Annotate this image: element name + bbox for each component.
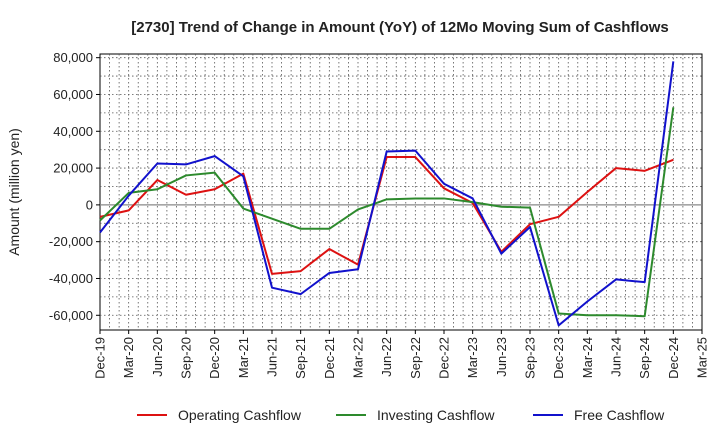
x-tick-label: Sep-21 — [293, 337, 308, 379]
x-tick-label: Sep-23 — [523, 337, 538, 379]
y-tick-label: 80,000 — [53, 50, 93, 65]
x-tick-label: Dec-19 — [93, 337, 108, 379]
free-cashflow-legend-label: Free Cashflow — [574, 407, 665, 423]
x-tick-label: Jun-21 — [265, 337, 280, 377]
x-tick-label: Dec-22 — [437, 337, 452, 379]
x-tick-label: Dec-23 — [551, 337, 566, 379]
grid-layer — [100, 54, 702, 330]
x-tick-label: Mar-23 — [465, 337, 480, 378]
y-tick-label: -60,000 — [49, 308, 93, 323]
y-tick-label: 0 — [86, 197, 93, 212]
x-tick-label: Mar-24 — [580, 337, 595, 378]
x-tick-label: Jun-23 — [494, 337, 509, 377]
investing-cashflow-legend-label: Investing Cashflow — [377, 407, 495, 423]
plot-frame — [99, 53, 703, 331]
x-tick-label: Dec-24 — [666, 337, 681, 379]
y-tick-label: 40,000 — [53, 124, 93, 139]
x-tick-label: Mar-22 — [351, 337, 366, 378]
x-tick-label: Sep-22 — [408, 337, 423, 379]
legend: Operating Cashflow Investing Cashflow Free… — [137, 407, 665, 423]
y-tick-label: -20,000 — [49, 234, 93, 249]
x-tick-label: Dec-21 — [322, 337, 337, 379]
y-tick-label: 20,000 — [53, 161, 93, 176]
operating-cashflow-legend-label: Operating Cashflow — [178, 407, 302, 423]
series-layer — [99, 61, 675, 327]
y-axis: 80,000 60,000 40,000 20,000 0 -20,000 -40,000 -… — [49, 50, 100, 323]
operating-cashflow-line — [99, 156, 674, 275]
y-tick-label: -40,000 — [49, 271, 93, 286]
x-tick-label: Jun-24 — [609, 337, 624, 377]
x-tick-label: Sep-24 — [637, 337, 652, 379]
chart-title: [2730] Trend of Change in Amount (YoY) o… — [131, 19, 669, 36]
x-tick-label: Dec-20 — [207, 337, 222, 379]
y-tick-label: 60,000 — [53, 87, 93, 102]
x-tick-label: Jun-20 — [150, 337, 165, 377]
free-cashflow-line — [99, 61, 675, 327]
x-tick-label: Jun-22 — [379, 337, 394, 377]
x-tick-label: Mar-25 — [695, 337, 710, 378]
x-tick-label: Mar-20 — [121, 337, 136, 378]
x-tick-label: Mar-21 — [236, 337, 251, 378]
x-tick-label: Sep-20 — [179, 337, 194, 379]
investing-cashflow-line — [99, 107, 675, 318]
y-axis-label: Amount (million yen) — [6, 128, 22, 256]
x-axis: Dec-19 Mar-20 Jun-20 Sep-20 Dec-20 Mar-21 Jun-… — [93, 330, 710, 379]
